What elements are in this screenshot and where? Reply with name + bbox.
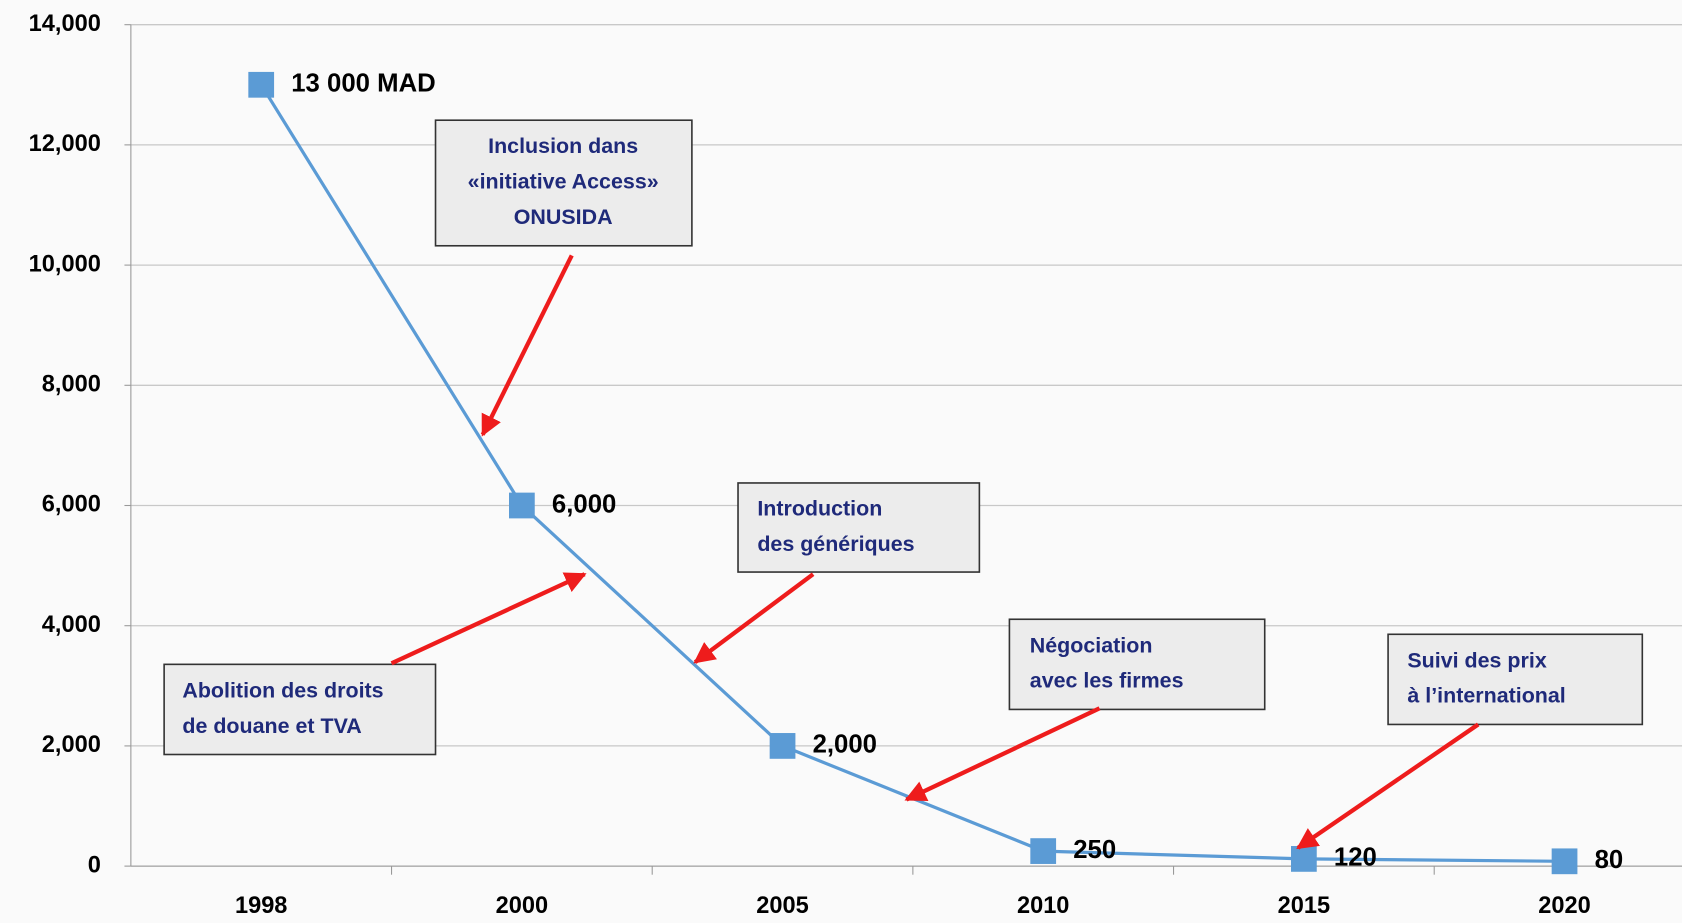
annotation-text: Abolition des droits (182, 678, 383, 702)
annotation-arrow (480, 254, 574, 437)
annotation-text: Inclusion dans (488, 134, 638, 158)
value-label: 13 000 MAD (291, 70, 436, 98)
annotation-text: avec les firmes (1030, 669, 1184, 693)
x-tick-label: 2010 (1017, 893, 1069, 919)
annotation-text: Négociation (1030, 633, 1153, 657)
annotation-text: de douane et TVA (182, 714, 361, 738)
annotation-box (163, 663, 437, 756)
marker (508, 492, 535, 519)
y-tick-label: 10,000 (29, 251, 101, 277)
x-tick-label: 2000 (496, 893, 548, 919)
marker (248, 71, 275, 98)
annotation-arrow (693, 572, 815, 664)
y-tick-label: 2,000 (42, 732, 101, 758)
marker (1030, 838, 1057, 864)
annotation-box (434, 119, 693, 247)
annotation-text: ONUSIDA (514, 205, 613, 229)
x-tick-label: 2020 (1538, 893, 1590, 919)
annotation-box (1387, 633, 1644, 726)
marker (1290, 846, 1317, 872)
annotation-text: «initiative Access» (468, 170, 659, 194)
y-tick-label: 14,000 (29, 11, 101, 37)
marker (769, 733, 796, 759)
annotation-text: des génériques (757, 532, 914, 556)
x-tick-label: 2005 (756, 893, 808, 919)
y-tick-label: 8,000 (42, 372, 101, 398)
value-label: 120 (1334, 844, 1377, 872)
y-tick-label: 12,000 (29, 131, 101, 157)
annotation-arrow (390, 572, 587, 666)
annotation-text: à l’international (1407, 684, 1565, 708)
annotation-arrow (904, 706, 1101, 802)
value-label: 80 (1595, 846, 1624, 874)
annotation-box (737, 482, 981, 573)
value-label: 2,000 (813, 731, 877, 759)
y-tick-label: 6,000 (42, 492, 101, 518)
x-tick-label: 2015 (1278, 893, 1330, 919)
annotation-text: Introduction (757, 496, 882, 520)
x-tick-label: 1998 (235, 893, 287, 919)
y-tick-label: 4,000 (42, 612, 101, 638)
value-label: 6,000 (552, 490, 616, 518)
y-tick-label: 0 (88, 852, 101, 878)
annotation-box (1008, 618, 1266, 711)
annotation-arrow (1296, 722, 1480, 850)
marker (1551, 848, 1578, 875)
value-label: 250 (1073, 836, 1116, 864)
annotation-text: Suivi des prix (1407, 648, 1546, 672)
